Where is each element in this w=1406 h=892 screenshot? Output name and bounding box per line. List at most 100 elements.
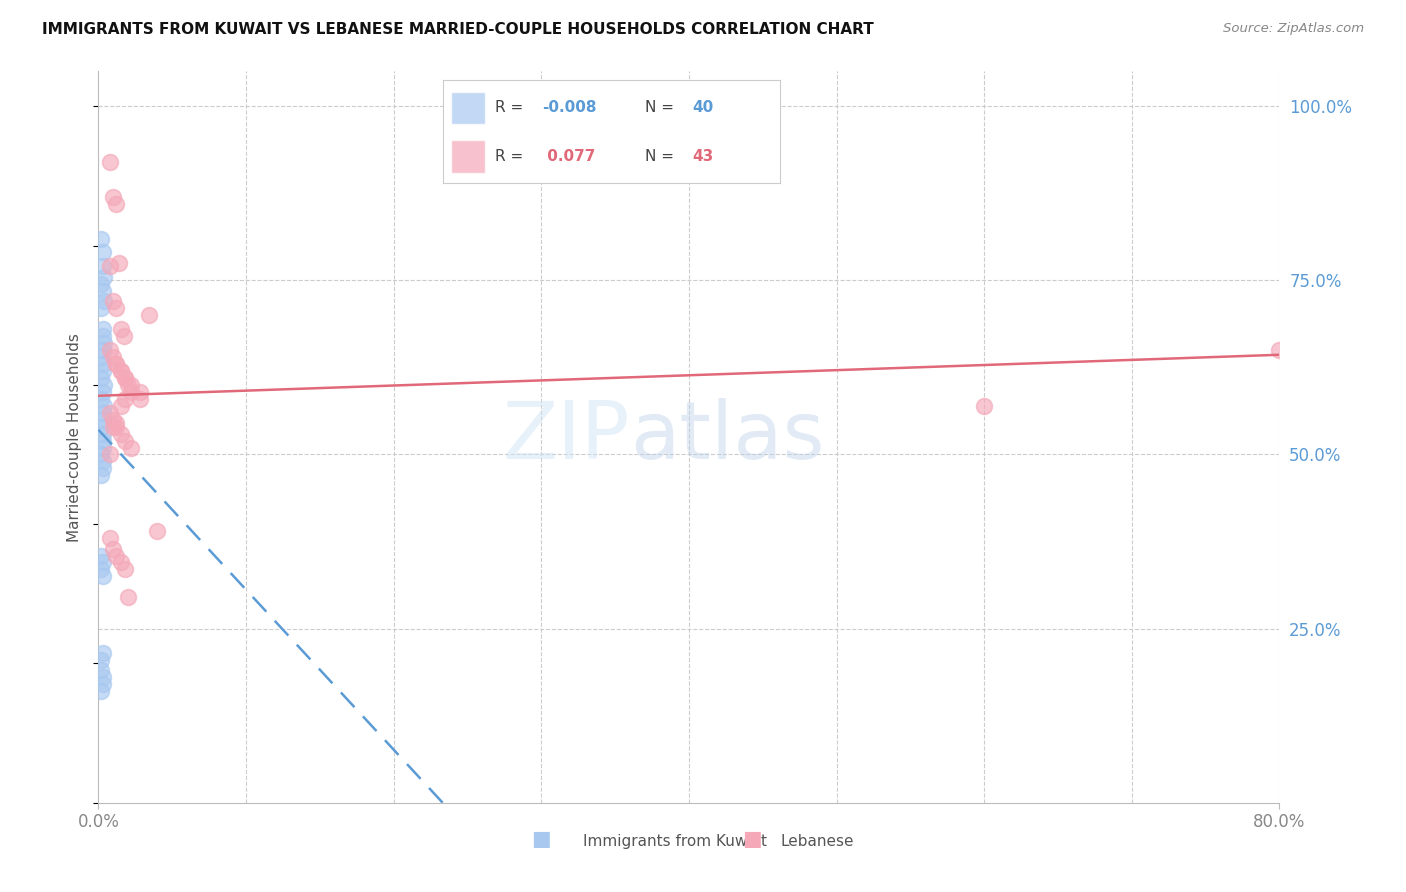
Point [93,336,115,351]
Text: Source: ZipAtlas.com: Source: ZipAtlas.com [1223,22,1364,36]
Point [103,412,125,426]
Point [90,371,112,385]
Point [120,441,142,455]
Point [105,301,128,316]
Text: 43: 43 [693,149,714,164]
Text: R =: R = [495,101,523,115]
Point [108,256,131,270]
Point [105,416,128,430]
Point [90,392,112,406]
Y-axis label: Married-couple Households: Married-couple Households [67,333,83,541]
Point [91,454,114,468]
Text: N =: N = [645,149,675,164]
Point [105,357,128,371]
Point [98,531,121,545]
Point [114,562,136,576]
Point [103,419,125,434]
Point [973,399,995,413]
Point [90,277,112,291]
Text: ZIP: ZIP [502,398,630,476]
Point [105,419,128,434]
Text: IMMIGRANTS FROM KUWAIT VS LEBANESE MARRIED-COUPLE HOUSEHOLDS CORRELATION CHART: IMMIGRANTS FROM KUWAIT VS LEBANESE MARRI… [42,22,875,37]
Text: -0.008: -0.008 [543,101,598,115]
Point [103,541,125,556]
Point [90,562,112,576]
Point [90,653,112,667]
Point [90,468,112,483]
Point [93,399,115,413]
Point [117,591,139,605]
Text: 0.077: 0.077 [543,149,596,164]
Point [91,556,114,570]
Point [90,684,112,698]
Point [98,343,121,357]
Point [110,399,132,413]
Point [91,284,114,298]
Point [98,260,121,274]
Point [114,371,136,385]
Point [91,364,114,378]
Text: ■: ■ [531,830,551,849]
Point [91,406,114,420]
Point [91,245,114,260]
Point [90,350,112,364]
Point [110,364,132,378]
Point [110,426,132,441]
Point [114,434,136,448]
Point [112,329,135,343]
Point [91,461,114,475]
Point [91,412,114,426]
Text: ■: ■ [742,830,762,849]
Point [98,155,121,169]
Bar [451,140,485,173]
Point [138,308,160,322]
Point [91,260,114,274]
Point [91,384,114,399]
Point [105,549,128,563]
Point [90,301,112,316]
Point [103,190,125,204]
Point [146,524,169,538]
Point [98,406,121,420]
Point [91,646,114,660]
Point [114,371,136,385]
Point [128,384,150,399]
Point [105,196,128,211]
Point [91,322,114,336]
Point [90,448,112,462]
Point [1268,343,1291,357]
Text: atlas: atlas [630,398,824,476]
Point [90,419,112,434]
Point [93,269,115,284]
Point [114,392,136,406]
Text: Lebanese: Lebanese [780,834,853,849]
Point [91,434,114,448]
Bar [451,92,485,124]
Point [105,357,128,371]
Point [110,322,132,336]
Point [120,384,142,399]
Point [103,294,125,309]
Point [103,350,125,364]
Point [120,377,142,392]
Point [110,364,132,378]
Point [91,441,114,455]
Point [91,343,114,357]
Point [117,377,139,392]
Point [90,231,112,245]
Point [128,392,150,406]
Point [91,329,114,343]
Point [91,426,114,441]
Point [90,664,112,678]
Point [93,377,115,392]
Point [98,448,121,462]
Point [91,670,114,684]
Point [91,569,114,583]
Point [91,677,114,691]
Text: R =: R = [495,149,523,164]
Point [90,549,112,563]
Text: N =: N = [645,101,675,115]
Point [110,556,132,570]
Point [91,357,114,371]
Text: Immigrants from Kuwait: Immigrants from Kuwait [583,834,768,849]
